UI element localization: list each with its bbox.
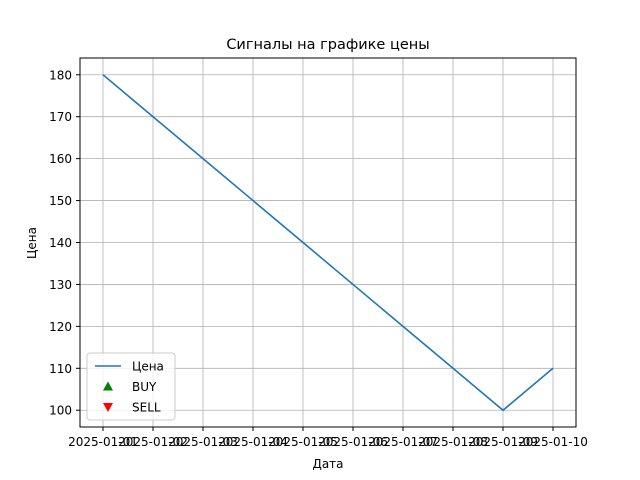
legend-label: Цена [132,360,164,374]
legend: Цена BUY SELL [86,352,176,421]
x-tick-label: 2025-01-08 [418,435,488,449]
y-tick-label: 150 [49,194,72,208]
y-axis-label: Цена [25,227,39,259]
chart-title: Сигналы на графике цены [226,37,429,53]
sell-triangle-icon [103,403,113,412]
y-tick-label: 110 [49,362,72,376]
x-tick-label: 2025-01-01 [68,435,138,449]
series-line-price [102,74,554,412]
y-axis-ticks: 100 110 120 130 140 150 160 170 180 [49,68,80,418]
x-tick-label: 2025-01-10 [518,435,588,449]
x-tick-label: 2025-01-09 [468,435,538,449]
y-tick-label: 130 [49,278,72,292]
x-axis-ticks: 2025-01-012025-01-022025-01-032025-01-04… [68,427,588,449]
y-tick-label: 100 [49,404,72,418]
x-tick-label: 2025-01-05 [268,435,338,449]
x-tick-label: 2025-01-02 [118,435,188,449]
y-tick-label: 180 [49,68,72,82]
y-tick-label: 170 [49,110,72,124]
x-tick-label: 2025-01-06 [318,435,388,449]
legend-label: SELL [132,401,161,415]
y-tick-label: 120 [49,320,72,334]
y-tick-label: 160 [49,152,72,166]
legend-label: BUY [132,380,157,394]
x-tick-label: 2025-01-07 [368,435,438,449]
x-tick-label: 2025-01-03 [168,435,238,449]
x-tick-label: 2025-01-04 [218,435,288,449]
buy-triangle-icon [103,381,113,391]
y-tick-label: 140 [49,236,72,250]
series-layer [102,74,554,412]
x-axis-label: Дата [312,457,343,471]
